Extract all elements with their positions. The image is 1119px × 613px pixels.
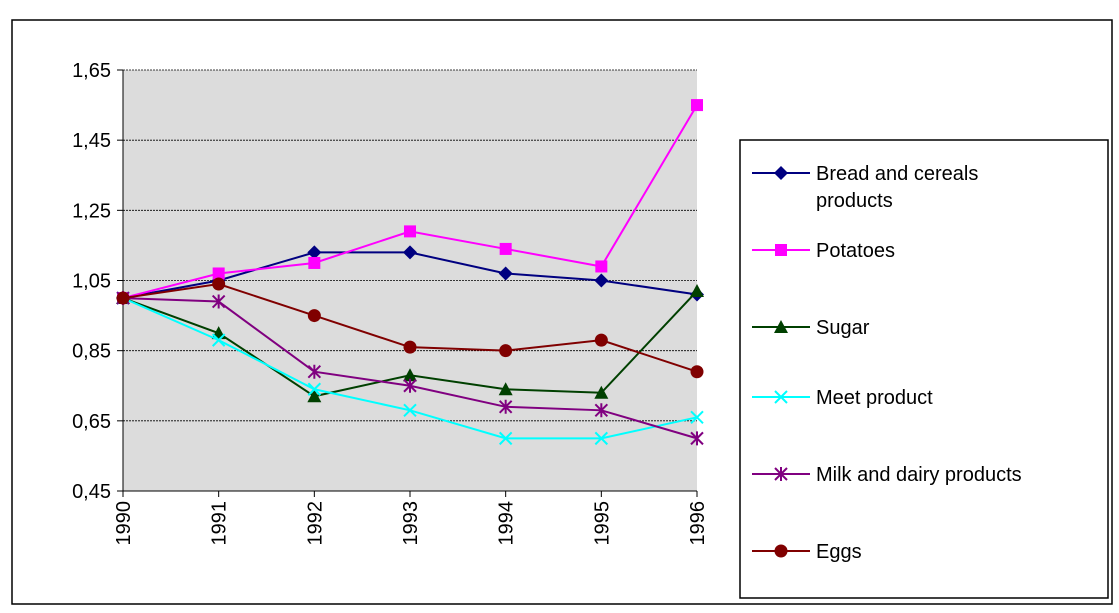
marker [498, 382, 513, 396]
y-tick-label: 1,05 [72, 271, 111, 293]
legend-box [739, 139, 1109, 599]
marker [498, 266, 513, 281]
legend-label: Sugar [816, 317, 870, 339]
marker [594, 333, 608, 347]
x-tick-label: 1992 [304, 501, 326, 546]
marker [307, 364, 322, 379]
x-tick-label: 1994 [496, 501, 518, 546]
marker [403, 368, 417, 382]
legend-label: Milk and dairy products [816, 464, 1022, 486]
x-tick-label: 1995 [591, 501, 613, 546]
marker [594, 403, 609, 418]
marker [308, 256, 321, 269]
marker [499, 344, 513, 358]
x-tick-label: 1996 [687, 501, 709, 546]
marker [774, 544, 788, 558]
marker [403, 378, 417, 393]
marker [690, 410, 704, 425]
marker [307, 382, 322, 396]
marker [307, 245, 322, 260]
marker [498, 431, 513, 446]
y-tick-label: 1,25 [72, 200, 111, 222]
marker [212, 267, 225, 280]
marker [404, 225, 416, 238]
y-tick-label: 1,65 [72, 60, 111, 82]
marker [498, 399, 513, 414]
marker [594, 273, 609, 288]
marker [775, 244, 787, 256]
marker [211, 294, 226, 309]
y-tick-label: 0,85 [72, 341, 111, 363]
marker [403, 340, 417, 354]
marker [307, 309, 321, 323]
x-tick-label: 1993 [400, 501, 422, 546]
marker [116, 291, 130, 305]
marker [211, 333, 226, 347]
legend-label: Eggs [816, 541, 862, 563]
legend-label: Meet product [816, 387, 933, 409]
marker [774, 467, 788, 481]
marker [774, 320, 788, 333]
x-tick-label: 1990 [113, 501, 135, 546]
marker [691, 99, 703, 112]
y-tick-label: 0,45 [72, 481, 111, 503]
marker [403, 403, 417, 418]
marker [594, 431, 609, 446]
marker [774, 166, 788, 180]
legend-label: Potatoes [816, 240, 895, 262]
marker [690, 431, 704, 446]
marker [774, 390, 788, 404]
y-tick-label: 1,45 [72, 130, 111, 152]
marker [690, 365, 704, 379]
marker [212, 277, 226, 291]
marker [403, 245, 417, 260]
y-tick-label: 0,65 [72, 411, 111, 433]
x-tick-label: 1991 [209, 501, 231, 546]
marker [690, 284, 704, 298]
marker [307, 389, 322, 403]
marker [594, 385, 609, 399]
marker [499, 242, 512, 255]
legend-label: Bread and cereals products [816, 163, 978, 212]
marker [595, 260, 608, 273]
